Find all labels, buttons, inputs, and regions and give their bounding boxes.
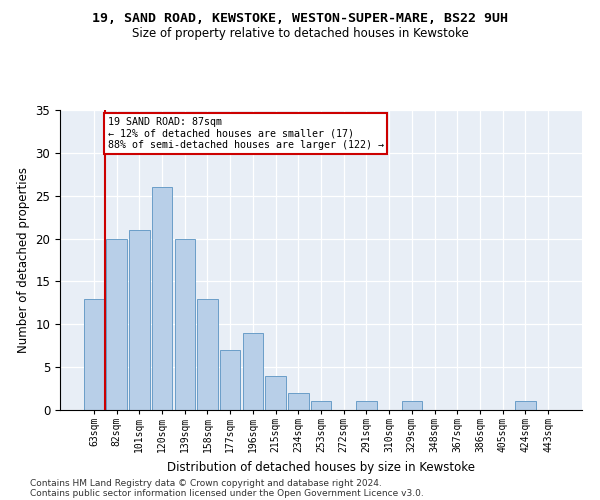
Y-axis label: Number of detached properties: Number of detached properties <box>17 167 30 353</box>
Bar <box>288 393 308 410</box>
Bar <box>220 350 241 410</box>
Bar <box>106 238 127 410</box>
Text: 19 SAND ROAD: 87sqm
← 12% of detached houses are smaller (17)
88% of semi-detach: 19 SAND ROAD: 87sqm ← 12% of detached ho… <box>107 117 383 150</box>
Bar <box>152 187 172 410</box>
Bar <box>401 402 422 410</box>
Bar <box>356 402 377 410</box>
Text: Contains public sector information licensed under the Open Government Licence v3: Contains public sector information licen… <box>30 488 424 498</box>
Bar <box>175 238 195 410</box>
Bar <box>129 230 149 410</box>
X-axis label: Distribution of detached houses by size in Kewstoke: Distribution of detached houses by size … <box>167 460 475 473</box>
Bar <box>515 402 536 410</box>
Bar <box>242 333 263 410</box>
Text: Size of property relative to detached houses in Kewstoke: Size of property relative to detached ho… <box>131 28 469 40</box>
Bar <box>265 376 286 410</box>
Bar <box>197 298 218 410</box>
Bar <box>84 298 104 410</box>
Text: 19, SAND ROAD, KEWSTOKE, WESTON-SUPER-MARE, BS22 9UH: 19, SAND ROAD, KEWSTOKE, WESTON-SUPER-MA… <box>92 12 508 26</box>
Bar <box>311 402 331 410</box>
Text: Contains HM Land Registry data © Crown copyright and database right 2024.: Contains HM Land Registry data © Crown c… <box>30 478 382 488</box>
